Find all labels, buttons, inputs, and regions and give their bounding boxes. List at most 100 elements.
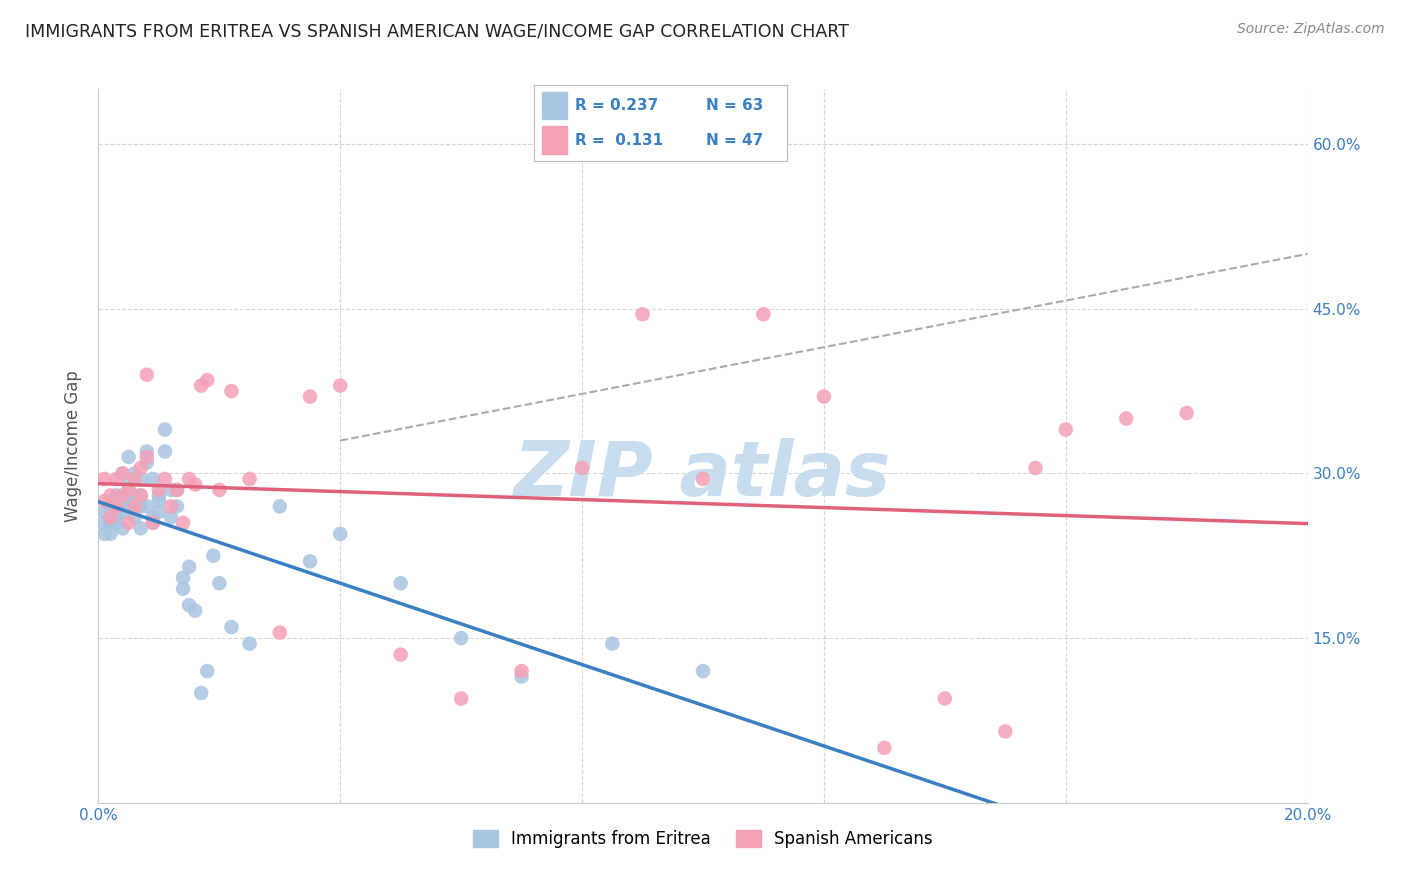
Point bbox=[124, 500, 146, 514]
Text: N = 63: N = 63 bbox=[706, 98, 763, 112]
Point bbox=[153, 423, 176, 437]
Text: IMMIGRANTS FROM ERITREA VS SPANISH AMERICAN WAGE/INCOME GAP CORRELATION CHART: IMMIGRANTS FROM ERITREA VS SPANISH AMERI… bbox=[25, 22, 849, 40]
Point bbox=[299, 390, 322, 404]
Point bbox=[329, 378, 352, 392]
Point bbox=[153, 472, 176, 486]
Y-axis label: Wage/Income Gap: Wage/Income Gap bbox=[65, 370, 83, 522]
Point bbox=[105, 510, 128, 524]
Point bbox=[160, 510, 183, 524]
Point bbox=[111, 494, 134, 508]
Point bbox=[202, 549, 225, 563]
Point bbox=[195, 373, 218, 387]
Point bbox=[100, 488, 122, 502]
Point bbox=[172, 571, 194, 585]
Point bbox=[631, 307, 654, 321]
Point bbox=[135, 368, 157, 382]
Point bbox=[450, 631, 472, 645]
Point bbox=[111, 521, 134, 535]
Point bbox=[184, 604, 207, 618]
Point bbox=[510, 664, 533, 678]
Point bbox=[148, 483, 170, 497]
Point bbox=[190, 686, 212, 700]
Point bbox=[269, 500, 291, 514]
Point bbox=[329, 526, 352, 541]
Point bbox=[124, 467, 146, 481]
Point bbox=[510, 669, 533, 683]
Bar bbox=[541, 127, 567, 153]
Point bbox=[190, 378, 212, 392]
Point bbox=[105, 516, 128, 530]
Point bbox=[221, 384, 243, 398]
Point bbox=[111, 505, 134, 519]
Point bbox=[602, 637, 624, 651]
Point bbox=[111, 494, 134, 508]
Point bbox=[129, 472, 152, 486]
Point bbox=[172, 582, 194, 596]
Legend: Immigrants from Eritrea, Spanish Americans: Immigrants from Eritrea, Spanish America… bbox=[467, 823, 939, 855]
Point bbox=[142, 510, 165, 524]
Point bbox=[124, 488, 146, 502]
Point bbox=[179, 472, 201, 486]
Point bbox=[166, 483, 188, 497]
Point bbox=[93, 472, 115, 486]
Point bbox=[1024, 461, 1046, 475]
Text: Source: ZipAtlas.com: Source: ZipAtlas.com bbox=[1237, 22, 1385, 37]
Point bbox=[148, 488, 170, 502]
Point bbox=[1175, 406, 1198, 420]
Point bbox=[129, 488, 152, 502]
Point bbox=[299, 554, 322, 568]
Point bbox=[129, 461, 152, 475]
Point bbox=[142, 516, 165, 530]
Point bbox=[93, 526, 115, 541]
Point bbox=[124, 472, 146, 486]
Point bbox=[571, 461, 593, 475]
Point bbox=[124, 494, 146, 508]
Point bbox=[135, 455, 157, 469]
Point bbox=[148, 505, 170, 519]
Point bbox=[166, 483, 188, 497]
Point bbox=[135, 444, 157, 458]
Point bbox=[692, 472, 714, 486]
Point bbox=[118, 450, 141, 464]
Point bbox=[105, 488, 128, 502]
Point bbox=[124, 510, 146, 524]
Point bbox=[100, 526, 122, 541]
Point bbox=[93, 505, 115, 519]
Point bbox=[100, 510, 122, 524]
Point bbox=[105, 500, 128, 514]
Point bbox=[142, 516, 165, 530]
Point bbox=[111, 488, 134, 502]
Point bbox=[269, 625, 291, 640]
Point bbox=[692, 664, 714, 678]
Point bbox=[1115, 411, 1137, 425]
Point bbox=[195, 664, 218, 678]
Point bbox=[934, 691, 956, 706]
Point bbox=[160, 500, 183, 514]
Point bbox=[389, 576, 412, 591]
Point bbox=[239, 637, 262, 651]
Point bbox=[135, 450, 157, 464]
Point bbox=[111, 467, 134, 481]
Point bbox=[135, 500, 157, 514]
Point bbox=[179, 559, 201, 574]
Point bbox=[172, 516, 194, 530]
Point bbox=[129, 521, 152, 535]
Point bbox=[105, 500, 128, 514]
Point bbox=[994, 724, 1017, 739]
Point bbox=[118, 500, 141, 514]
Point bbox=[129, 500, 152, 514]
Point bbox=[105, 472, 128, 486]
Point bbox=[221, 620, 243, 634]
Point bbox=[179, 598, 201, 612]
Point bbox=[118, 483, 141, 497]
Point bbox=[1054, 423, 1077, 437]
Point bbox=[118, 516, 141, 530]
Point bbox=[184, 477, 207, 491]
Point bbox=[118, 472, 141, 486]
Point bbox=[93, 494, 115, 508]
Point bbox=[450, 691, 472, 706]
Point bbox=[148, 494, 170, 508]
Point bbox=[813, 390, 835, 404]
Text: R = 0.237: R = 0.237 bbox=[575, 98, 658, 112]
Point bbox=[100, 500, 122, 514]
